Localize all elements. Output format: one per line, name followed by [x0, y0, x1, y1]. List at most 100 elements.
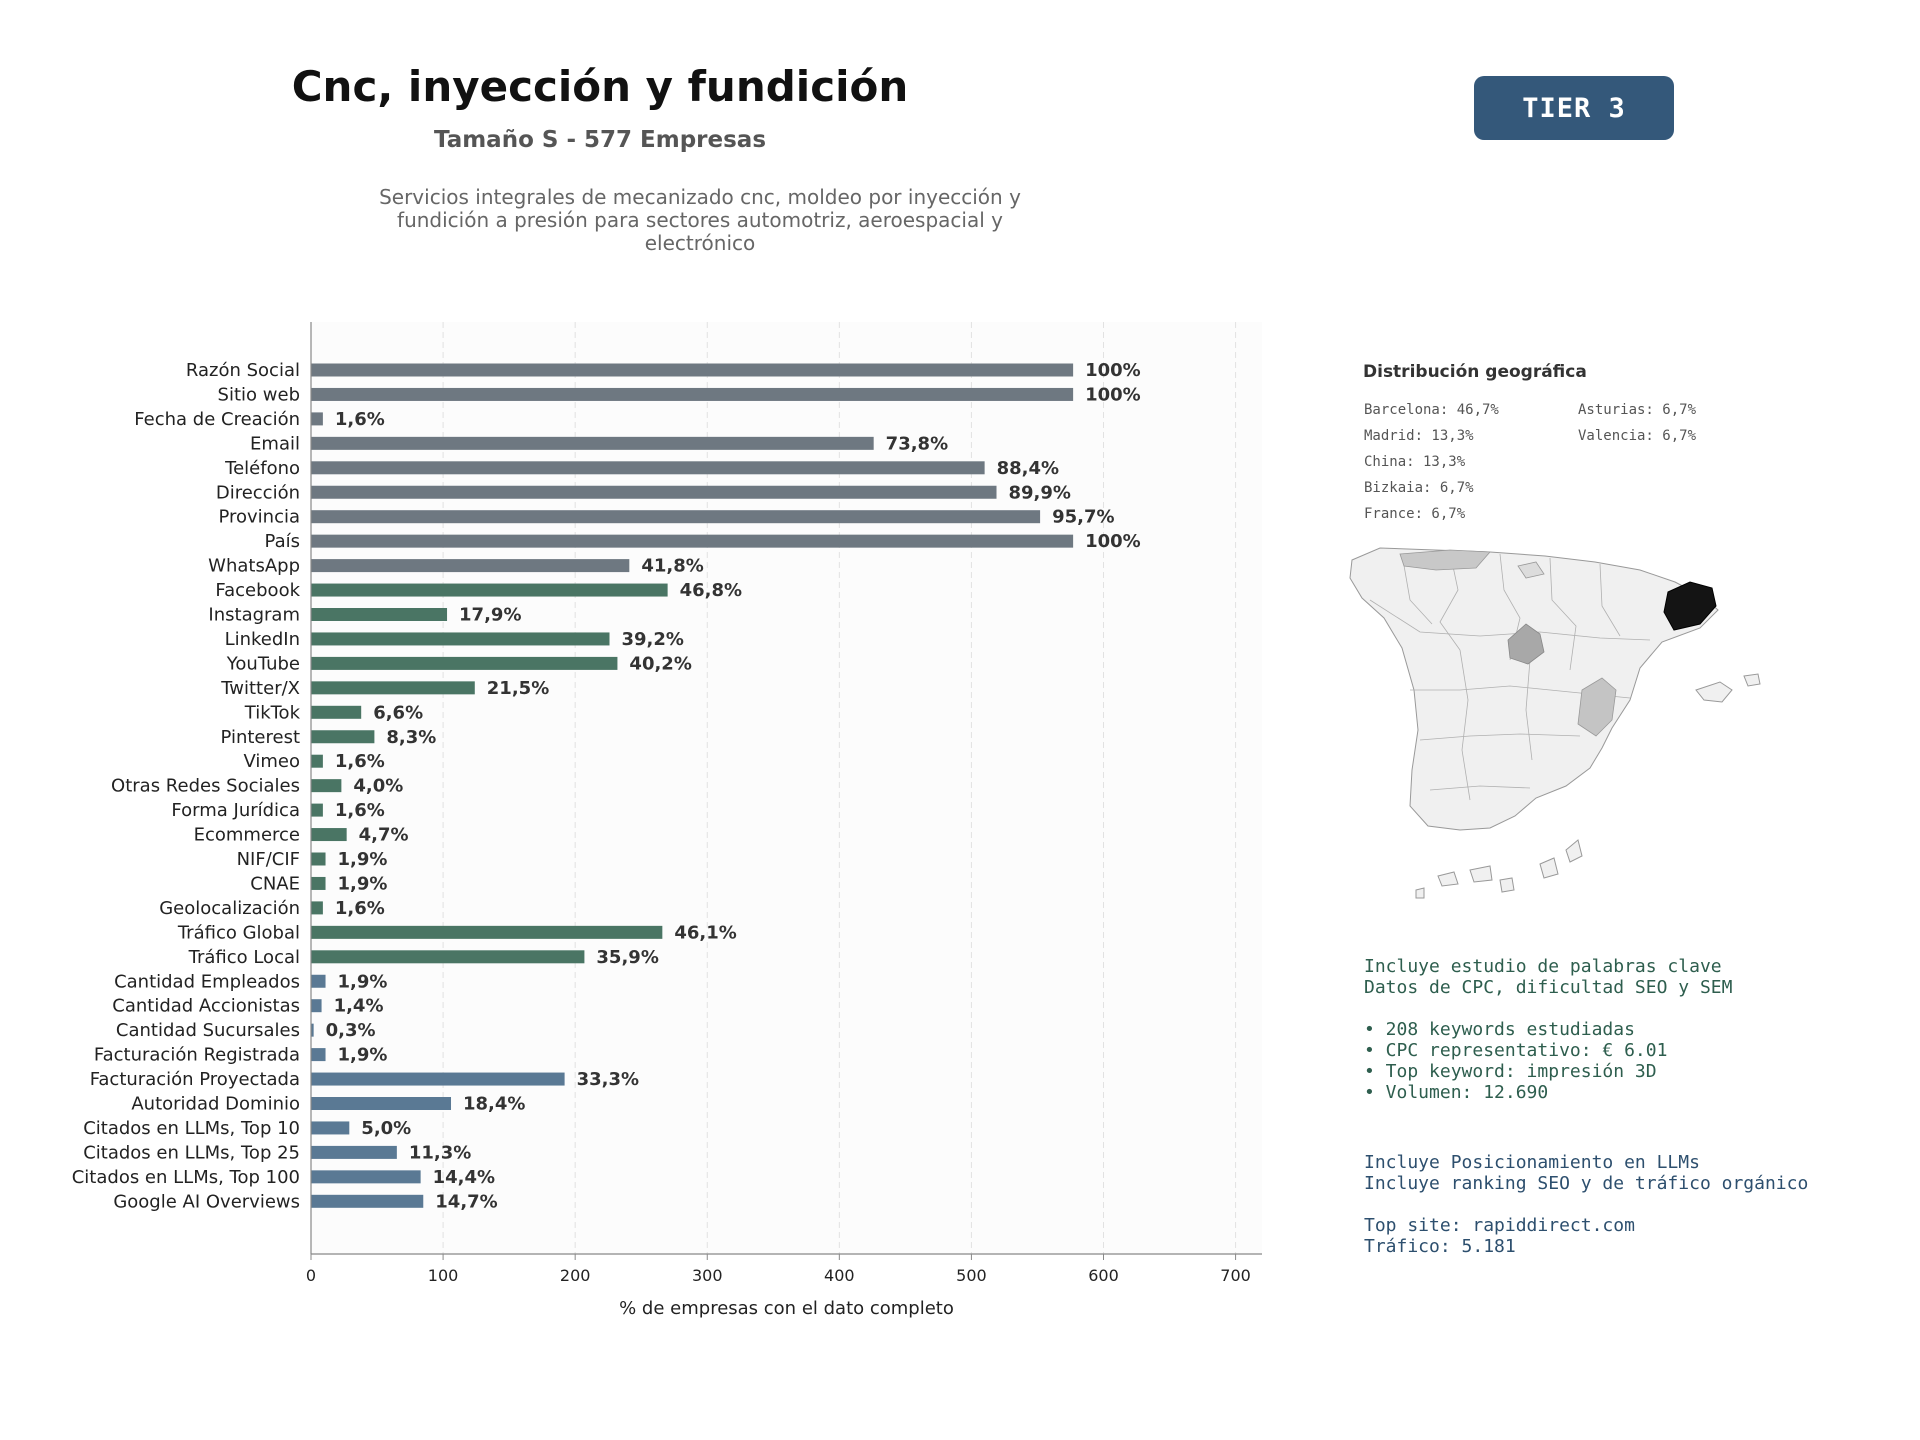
category-label: Tráfico Global [177, 922, 300, 943]
geo-item: Madrid: 13,3% [1364, 428, 1474, 444]
geo-item: Asturias: 6,7% [1578, 402, 1697, 418]
bar [311, 803, 323, 817]
bar [311, 876, 326, 890]
x-tick-label: 500 [956, 1266, 987, 1285]
category-label: Google AI Overviews [113, 1191, 300, 1212]
category-label: Vimeo [243, 751, 300, 772]
bar [311, 779, 342, 793]
data-label: 40,2% [629, 653, 691, 674]
bar [311, 705, 362, 719]
data-label: 95,7% [1052, 507, 1114, 528]
category-label: Pinterest [220, 727, 300, 748]
category-label: Facebook [215, 580, 300, 601]
category-label: Facturación Registrada [94, 1045, 300, 1066]
geo-item: Barcelona: 46,7% [1364, 402, 1499, 418]
bar [311, 583, 668, 597]
map-peninsula [1349, 547, 1719, 831]
page-title: Cnc, inyección y fundición [291, 62, 909, 111]
data-label: 1,4% [334, 996, 384, 1017]
data-label: 89,9% [1009, 482, 1071, 503]
data-label: 33,3% [577, 1069, 639, 1090]
x-tick-label: 100 [428, 1266, 459, 1285]
category-label: Fecha de Creación [134, 409, 300, 430]
keywords-bullet: • CPC representativo: € 6.01 [1364, 1040, 1668, 1061]
data-label: 8,3% [386, 727, 436, 748]
geo-title: Distribución geográfica [1363, 362, 1587, 382]
category-label: Autoridad Dominio [131, 1094, 300, 1115]
bar [311, 510, 1041, 524]
geo-item: France: 6,7% [1364, 506, 1466, 522]
x-tick-label: 0 [306, 1266, 316, 1285]
category-label: Cantidad Empleados [114, 971, 300, 992]
category-label: TikTok [244, 702, 301, 723]
category-label: Dirección [216, 482, 300, 503]
map-canarias [1415, 839, 1583, 899]
category-label: CNAE [250, 873, 300, 894]
category-label: País [265, 531, 300, 552]
bar [311, 1194, 424, 1208]
bar [311, 1097, 452, 1110]
llm-traffic: Tráfico: 5.181 [1364, 1236, 1516, 1257]
bar [311, 1072, 565, 1086]
data-label: 21,5% [487, 678, 549, 699]
bar [311, 754, 323, 768]
category-label: Razón Social [186, 360, 300, 381]
data-label: 46,1% [674, 922, 736, 943]
bar [311, 681, 475, 695]
keywords-line: Datos de CPC, dificultad SEO y SEM [1364, 977, 1733, 998]
data-label: 100% [1085, 360, 1141, 381]
llm-top-site: Top site: rapiddirect.com [1364, 1215, 1635, 1236]
data-label: 14,4% [433, 1167, 495, 1188]
category-label: LinkedIn [225, 629, 300, 650]
data-label: 11,3% [409, 1142, 471, 1163]
bar [311, 363, 1074, 377]
bar [311, 632, 610, 646]
llm-line: Incluye ranking SEO y de tráfico orgánic… [1364, 1173, 1809, 1194]
category-label: Ecommerce [194, 825, 300, 846]
bar [311, 436, 874, 450]
category-label: Geolocalización [159, 898, 300, 919]
category-label: Forma Jurídica [171, 800, 300, 821]
x-tick-label: 700 [1220, 1266, 1251, 1285]
spain-map [1349, 547, 1761, 899]
x-tick-label: 600 [1088, 1266, 1119, 1285]
category-label: Cantidad Accionistas [112, 996, 300, 1017]
keywords-line: Incluye estudio de palabras clave [1364, 956, 1722, 977]
data-label: 4,0% [353, 776, 403, 797]
data-label: 1,9% [338, 873, 388, 894]
bar [311, 1023, 314, 1037]
data-label: 17,9% [459, 605, 521, 626]
page-description: Servicios integrales de mecanizado cnc, … [379, 185, 1021, 255]
geo-item: Bizkaia: 6,7% [1364, 480, 1474, 496]
map-baleares [1695, 673, 1761, 703]
category-label: Citados en LLMs, Top 25 [83, 1142, 300, 1163]
bar [311, 387, 1074, 401]
data-label: 46,8% [680, 580, 742, 601]
x-tick-label: 400 [824, 1266, 855, 1285]
category-label: NIF/CIF [237, 849, 300, 870]
category-label: Email [250, 433, 300, 454]
bar [311, 901, 323, 915]
data-label: 1,6% [335, 751, 385, 772]
geo-item: China: 13,3% [1364, 454, 1466, 470]
data-label: 0,3% [326, 1020, 376, 1041]
data-label: 100% [1085, 531, 1141, 552]
map-barcelona [1663, 581, 1717, 631]
map-bizkaia [1517, 561, 1545, 579]
bar-chart: Razón Social 100% Sitio web 100% Fecha de Cr… [72, 322, 1262, 1319]
bar [311, 950, 585, 964]
bar [311, 656, 618, 670]
bar [311, 974, 326, 988]
data-label: 35,9% [596, 947, 658, 968]
x-axis-label: % de empresas con el dato completo [619, 1298, 954, 1319]
keywords-bullet: • Volumen: 12.690 [1364, 1082, 1549, 1103]
bar [311, 534, 1074, 548]
x-tick-label: 200 [560, 1266, 591, 1285]
bar [311, 485, 997, 499]
bar [311, 412, 323, 426]
category-label: Citados en LLMs, Top 10 [83, 1118, 300, 1139]
category-label: Otras Redes Sociales [111, 776, 300, 797]
category-label: YouTube [226, 653, 300, 674]
bar [311, 1048, 326, 1062]
data-label: 18,4% [463, 1094, 525, 1115]
